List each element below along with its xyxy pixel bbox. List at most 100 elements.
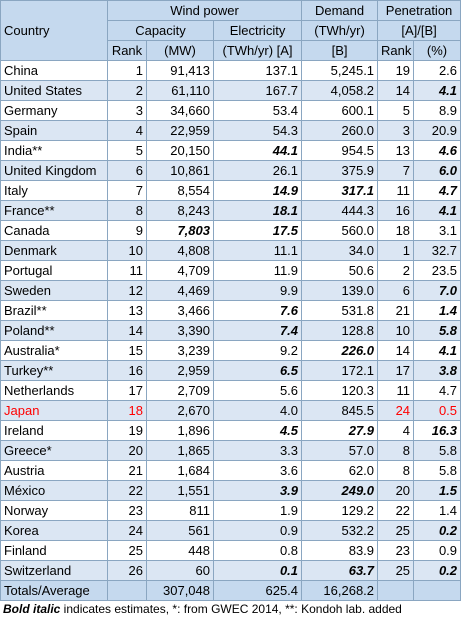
- penetration-rank-cell: 6: [377, 280, 415, 301]
- demand-cell: 120.3: [301, 380, 379, 401]
- table-row: Portugal 11 4,709 11.9 50.6 2 23.5: [0, 260, 461, 281]
- table-row: Canada 9 7,803 17.5 560.0 18 3.1: [0, 220, 461, 241]
- wind-power-table: Country Wind power Demand Penetration Ca…: [0, 0, 461, 601]
- rank-cell: 19: [107, 420, 147, 441]
- rank-cell: 4: [107, 120, 147, 141]
- demand-cell: 27.9: [301, 420, 379, 441]
- country-cell: United States: [0, 80, 108, 101]
- country-cell: Spain: [0, 120, 108, 141]
- table-row: Korea 24 561 0.9 532.2 25 0.2: [0, 520, 461, 541]
- country-cell: China: [0, 60, 108, 81]
- electricity-cell: 7.6: [212, 300, 303, 321]
- header-wind-power: Wind power: [106, 0, 303, 21]
- table-row: Sweden 12 4,469 9.9 139.0 6 7.0: [0, 280, 461, 301]
- capacity-cell: 22,959: [146, 120, 214, 141]
- electricity-cell: 5.6: [212, 380, 303, 401]
- rank-cell: 10: [107, 240, 147, 261]
- electricity-cell: 54.3: [212, 120, 303, 141]
- demand-cell: 4,058.2: [301, 80, 379, 101]
- totals-electricity: 625.4: [212, 580, 303, 601]
- table-row: Greece* 20 1,865 3.3 57.0 8 5.8: [0, 440, 461, 461]
- electricity-cell: 0.1: [212, 560, 303, 581]
- rank-cell: 11: [107, 260, 147, 281]
- table-row: Japan 18 2,670 4.0 845.5 24 0.5: [0, 400, 461, 421]
- electricity-cell: 4.0: [212, 400, 303, 421]
- penetration-percent-cell: 0.2: [413, 560, 461, 581]
- penetration-rank-cell: 11: [377, 180, 415, 201]
- penetration-percent-cell: 5.8: [413, 320, 461, 341]
- footnote-text: indicates estimates, *: from GWEC 2014, …: [60, 602, 402, 616]
- penetration-percent-cell: 8.9: [413, 100, 461, 121]
- country-cell: Australia*: [0, 340, 108, 361]
- country-cell: Finland: [0, 540, 108, 561]
- capacity-cell: 60: [146, 560, 214, 581]
- table-row: Spain 4 22,959 54.3 260.0 3 20.9: [0, 120, 461, 141]
- demand-cell: 845.5: [301, 400, 379, 421]
- capacity-cell: 3,239: [146, 340, 214, 361]
- capacity-cell: 4,709: [146, 260, 214, 281]
- penetration-percent-cell: 5.8: [413, 460, 461, 481]
- rank-cell: 7: [107, 180, 147, 201]
- demand-cell: 34.0: [301, 240, 379, 261]
- rank-cell: 20: [107, 440, 147, 461]
- penetration-rank-cell: 14: [377, 80, 415, 101]
- country-cell: Poland**: [0, 320, 108, 341]
- capacity-cell: 2,670: [146, 400, 214, 421]
- table-row: Denmark 10 4,808 11.1 34.0 1 32.7: [0, 240, 461, 261]
- table-row: China 1 91,413 137.1 5,245.1 19 2.6: [0, 60, 461, 81]
- penetration-rank-cell: 14: [377, 340, 415, 361]
- rank-cell: 6: [107, 160, 147, 181]
- country-cell: Korea: [0, 520, 108, 541]
- rank-cell: 2: [107, 80, 147, 101]
- country-cell: Norway: [0, 500, 108, 521]
- demand-cell: 531.8: [301, 300, 379, 321]
- penetration-rank-cell: 3: [377, 120, 415, 141]
- rank-cell: 8: [107, 200, 147, 221]
- capacity-cell: 8,243: [146, 200, 214, 221]
- penetration-percent-cell: 5.8: [413, 440, 461, 461]
- penetration-rank-cell: 13: [377, 140, 415, 161]
- electricity-cell: 6.5: [212, 360, 303, 381]
- capacity-cell: 1,684: [146, 460, 214, 481]
- country-cell: Italy: [0, 180, 108, 201]
- country-cell: India**: [0, 140, 108, 161]
- totals-rank-empty: [107, 580, 147, 601]
- country-cell: México: [0, 480, 108, 501]
- header-demand-line1: Demand: [301, 0, 379, 21]
- penetration-rank-cell: 25: [377, 560, 415, 581]
- footnote-bold-italic: Bold italic: [3, 602, 61, 616]
- rank-cell: 24: [107, 520, 147, 541]
- table-row: Ireland 19 1,896 4.5 27.9 4 16.3: [0, 420, 461, 441]
- table-row: Germany 3 34,660 53.4 600.1 5 8.9: [0, 100, 461, 121]
- electricity-cell: 11.1: [212, 240, 303, 261]
- penetration-rank-cell: 4: [377, 420, 415, 441]
- rank-cell: 9: [107, 220, 147, 241]
- demand-cell: 83.9: [301, 540, 379, 561]
- country-cell: Canada: [0, 220, 108, 241]
- penetration-rank-cell: 8: [377, 440, 415, 461]
- header-electricity-line2: (TWh/yr) [A]: [212, 40, 303, 61]
- penetration-percent-cell: 4.6: [413, 140, 461, 161]
- capacity-cell: 448: [146, 540, 214, 561]
- capacity-cell: 1,896: [146, 420, 214, 441]
- rank-cell: 1: [107, 60, 147, 81]
- header-penetration-rank: Rank: [377, 40, 415, 61]
- electricity-cell: 7.4: [212, 320, 303, 341]
- penetration-percent-cell: 20.9: [413, 120, 461, 141]
- demand-cell: 50.6: [301, 260, 379, 281]
- rank-cell: 25: [107, 540, 147, 561]
- capacity-cell: 10,861: [146, 160, 214, 181]
- penetration-percent-cell: 0.9: [413, 540, 461, 561]
- demand-cell: 260.0: [301, 120, 379, 141]
- capacity-cell: 1,865: [146, 440, 214, 461]
- penetration-percent-cell: 23.5: [413, 260, 461, 281]
- penetration-rank-cell: 16: [377, 200, 415, 221]
- demand-cell: 62.0: [301, 460, 379, 481]
- penetration-percent-cell: 0.2: [413, 520, 461, 541]
- penetration-rank-cell: 23: [377, 540, 415, 561]
- rank-cell: 22: [107, 480, 147, 501]
- rank-cell: 21: [107, 460, 147, 481]
- demand-cell: 57.0: [301, 440, 379, 461]
- table-row: France** 8 8,243 18.1 444.3 16 4.1: [0, 200, 461, 221]
- penetration-percent-cell: 4.7: [413, 380, 461, 401]
